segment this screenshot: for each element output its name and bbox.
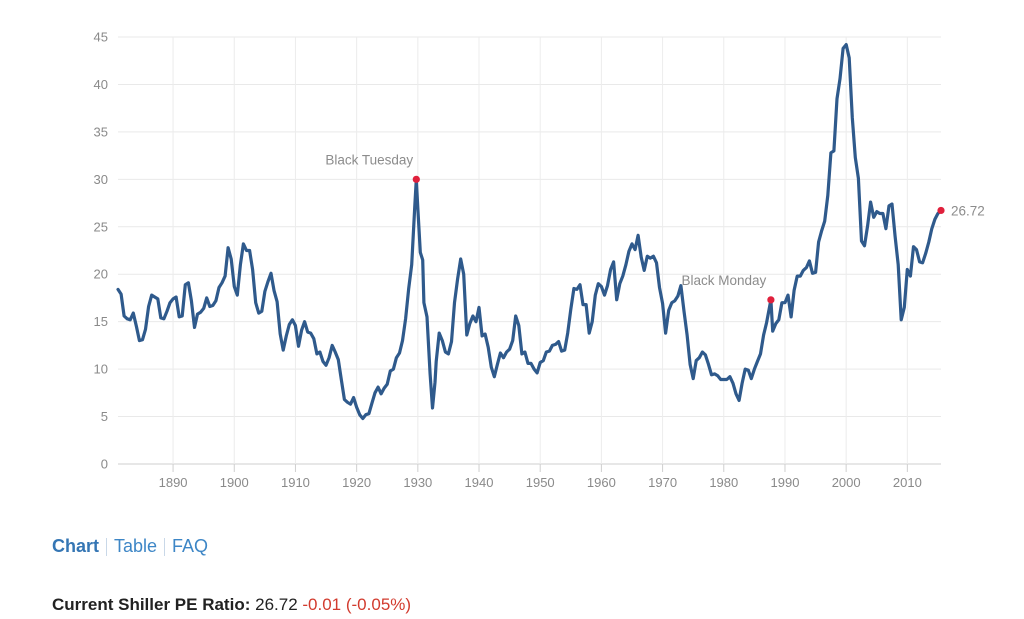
tab-table[interactable]: Table (114, 536, 158, 556)
y-tick-label-20: 20 (94, 267, 108, 282)
annotation-marker-0 (412, 175, 420, 183)
annotation-label-1: Black Monday (681, 273, 766, 288)
tab-faq[interactable]: FAQ (172, 536, 209, 556)
current-change: -0.01 (-0.05%) (302, 595, 412, 614)
x-tick-label-1890: 1890 (159, 475, 188, 490)
annotation-marker-2 (937, 206, 945, 215)
annotation-label-2: 26.72 (951, 203, 985, 218)
nav-divider (164, 537, 166, 556)
y-tick-label-5: 5 (101, 409, 108, 424)
x-tick-label-1920: 1920 (342, 475, 371, 490)
x-tick-label-1970: 1970 (648, 475, 677, 490)
annotation-marker-1 (767, 296, 775, 304)
y-tick-label-35: 35 (94, 124, 108, 139)
annotations: Black Tuesday Black Monday 26.72 (325, 152, 985, 304)
x-tick-label-1960: 1960 (587, 475, 616, 490)
x-tick-label-2010: 2010 (893, 475, 922, 490)
y-tick-label-25: 25 (94, 219, 108, 234)
series-line-shiller-pe (116, 43, 943, 421)
x-tick-label-1940: 1940 (465, 475, 494, 490)
x-tick-label-1980: 1980 (709, 475, 738, 490)
x-tick-label-1950: 1950 (526, 475, 555, 490)
y-tick-label-40: 40 (94, 77, 108, 92)
x-tick-label-2000: 2000 (832, 475, 861, 490)
y-axis: 0 5 10 15 20 25 30 35 40 45 (94, 30, 108, 472)
current-label: Current Shiller PE Ratio: (52, 595, 251, 614)
current-value-line: Current Shiller PE Ratio: 26.72 -0.01 (-… (52, 595, 411, 615)
y-tick-label-10: 10 (94, 362, 108, 377)
x-tick-label-1990: 1990 (771, 475, 800, 490)
x-tick-label-1930: 1930 (403, 475, 432, 490)
x-tick-label-1910: 1910 (281, 475, 310, 490)
current-value: 26.72 (255, 595, 298, 614)
y-tick-label-45: 45 (94, 30, 108, 45)
x-tick-label-1900: 1900 (220, 475, 249, 490)
nav-divider (106, 537, 108, 556)
tab-chart[interactable]: Chart (52, 536, 100, 556)
y-tick-label-15: 15 (94, 314, 108, 329)
x-axis: 1890 1900 1910 1920 1930 1940 1950 1960 1970 1980… (159, 464, 922, 490)
annotation-label-0: Black Tuesday (325, 152, 413, 167)
gridlines (118, 36, 941, 465)
y-tick-label-30: 30 (94, 172, 108, 187)
y-tick-label-0: 0 (101, 457, 108, 472)
view-nav: Chart Table FAQ (52, 536, 208, 557)
